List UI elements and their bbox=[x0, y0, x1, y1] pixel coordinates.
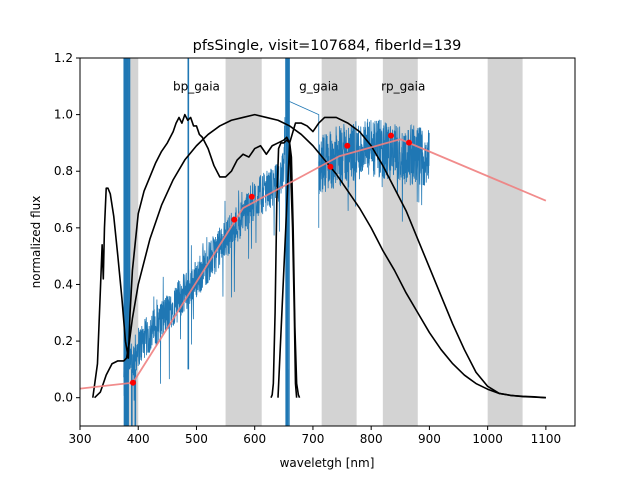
annotation-label: bp_gaia bbox=[173, 79, 220, 93]
annotation-label: rp_gaia bbox=[381, 79, 425, 93]
y-tick-label: 1.2 bbox=[54, 51, 73, 65]
y-axis-label: normalized flux bbox=[29, 196, 43, 289]
photometry-point bbox=[406, 139, 413, 146]
spectrum-series bbox=[123, 58, 430, 426]
y-tick-label: 0.8 bbox=[54, 164, 73, 178]
photometry-point bbox=[248, 193, 255, 200]
y-tick-label: 1.0 bbox=[54, 108, 73, 122]
y-tick-label: 0.4 bbox=[54, 277, 73, 291]
x-tick-label: 400 bbox=[127, 432, 150, 446]
filter-curves bbox=[80, 113, 547, 399]
x-tick-label: 800 bbox=[360, 432, 383, 446]
y-tick-label: 0.6 bbox=[54, 221, 73, 235]
y-tick-label: 0.0 bbox=[54, 391, 73, 405]
filter-annotations: bp_gaia g_gaia rp_gaia bbox=[173, 79, 425, 93]
x-axis: 300 400 500 600 700 800 900 1000 1100 bbox=[69, 426, 562, 446]
photometry-point bbox=[231, 216, 238, 223]
y-axis: 0.0 0.2 0.4 0.6 0.8 1.0 1.2 bbox=[54, 51, 80, 405]
x-tick-label: 600 bbox=[243, 432, 266, 446]
x-tick-label: 300 bbox=[69, 432, 92, 446]
photometry-point bbox=[387, 132, 394, 139]
x-tick-label: 500 bbox=[185, 432, 208, 446]
masked-band bbox=[321, 58, 357, 426]
spectrum-line bbox=[284, 58, 290, 426]
photometry-point bbox=[344, 142, 351, 149]
x-axis-label: waveletgh [nm] bbox=[280, 456, 375, 470]
masked-band bbox=[382, 58, 418, 426]
x-tick-label: 900 bbox=[418, 432, 441, 446]
spectrum-line bbox=[318, 118, 430, 222]
y-tick-label: 0.2 bbox=[54, 334, 73, 348]
spectrum-dense-block bbox=[286, 58, 289, 426]
masked-bands bbox=[126, 58, 523, 426]
series-line-0 bbox=[92, 113, 298, 398]
masked-band bbox=[126, 58, 139, 426]
chart-title: pfsSingle, visit=107684, fiberId=139 bbox=[193, 38, 462, 54]
photometry-point bbox=[327, 163, 334, 170]
series-line-2 bbox=[277, 116, 546, 399]
photometry-points bbox=[129, 132, 413, 386]
x-tick-label: 700 bbox=[301, 432, 324, 446]
spectrum-dense-block bbox=[123, 58, 129, 426]
x-tick-label: 1100 bbox=[531, 432, 562, 446]
spectrum-line bbox=[123, 117, 286, 401]
x-tick-label: 1000 bbox=[472, 432, 503, 446]
annotation-label: g_gaia bbox=[299, 79, 338, 93]
masked-band bbox=[487, 58, 523, 426]
spectrum-gap-line bbox=[287, 100, 320, 228]
series-line-3 bbox=[270, 139, 301, 398]
series-line-4 bbox=[80, 138, 547, 390]
plot-frame bbox=[79, 57, 576, 427]
series-line-1 bbox=[94, 113, 546, 399]
photometry-point bbox=[129, 379, 136, 386]
